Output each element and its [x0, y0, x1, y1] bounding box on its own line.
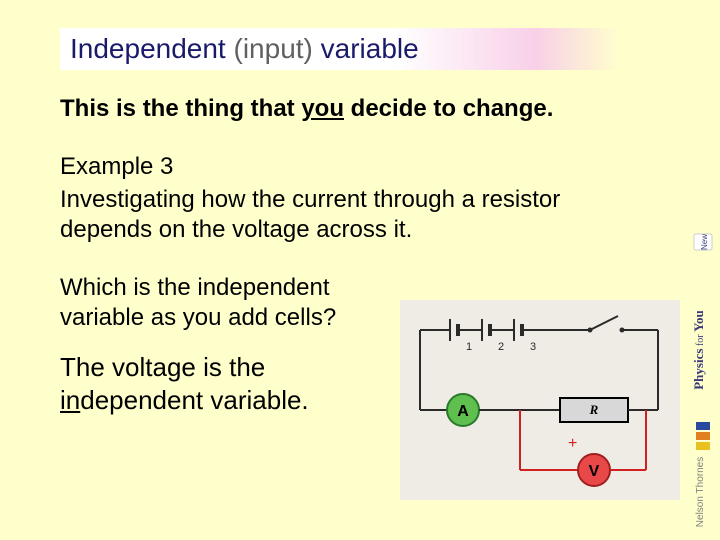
voltmeter-label: V — [589, 463, 600, 480]
answer-post: dependent variable. — [80, 385, 308, 415]
answer-text: The voltage is the independent variable. — [60, 351, 390, 416]
title-text: Independent (input) variable — [70, 33, 419, 65]
logo-square-blue — [696, 422, 710, 430]
intro-you: you — [301, 95, 344, 122]
cell-label-3: 3 — [530, 341, 536, 353]
intro-pre: This is the thing that — [60, 95, 301, 122]
title-pre: Independent — [70, 33, 234, 64]
circuit-svg: 1 2 3 A R — [400, 300, 680, 500]
intro-post: decide to change. — [344, 95, 553, 122]
cell-label-1: 1 — [466, 341, 472, 353]
cell-label-2: 2 — [498, 341, 504, 353]
title-bar: Independent (input) variable — [60, 28, 620, 70]
logo-square-orange — [696, 432, 710, 440]
question-text: Which is the independent variable as you… — [60, 273, 390, 333]
physics-logo-text: Physics for You — [692, 310, 706, 390]
switch-arm — [590, 316, 618, 330]
new-badge: New — [700, 234, 709, 250]
answer-pre: The voltage is the — [60, 352, 265, 382]
title-paren: (input) — [234, 33, 313, 64]
title-post: variable — [313, 33, 419, 64]
circuit-diagram: 1 2 3 A R — [400, 300, 680, 500]
example-label: Example 3 — [60, 153, 640, 181]
middle-wire: A R — [420, 394, 658, 426]
logo-square-yellow — [696, 442, 710, 450]
intro-line: This is the thing that you decide to cha… — [60, 95, 640, 123]
side-publisher-logo: New Physics for You Nelson Thornes — [692, 230, 714, 530]
ammeter-label: A — [457, 403, 469, 420]
example-desc: Investigating how the current through a … — [60, 185, 640, 245]
publisher-text: Nelson Thornes — [695, 457, 706, 527]
resistor-label: R — [589, 402, 599, 417]
voltmeter-plus: + — [568, 435, 577, 452]
answer-in: in — [60, 385, 80, 415]
